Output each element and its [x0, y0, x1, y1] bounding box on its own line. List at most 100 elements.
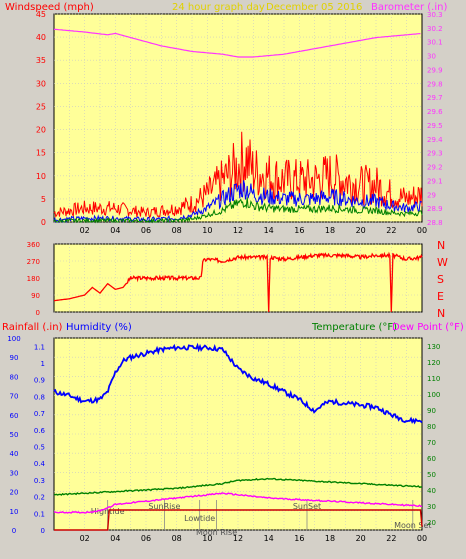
windspeed-label: Windspeed (mph) [5, 2, 94, 13]
rainfall-line [54, 509, 423, 531]
barometer-y-tick-label: 30.2 [427, 25, 443, 33]
event-label: SunRise [148, 502, 180, 511]
temp-x-tick-label: 18 [325, 534, 335, 543]
wind-x-tick-label: 14 [264, 226, 274, 235]
rainfall-label: Rainfall (.in) [2, 322, 63, 333]
wind-x-tick-label: 16 [294, 226, 304, 235]
date-label: December 05 2016 [266, 2, 362, 13]
humidity-y-tick-label: 50 [10, 431, 19, 439]
wind-x-tick-label: 10 [202, 226, 212, 235]
temp-x-tick-label: 20 [356, 534, 366, 543]
barometer-y-tick-label: 30.3 [427, 11, 443, 19]
humidity-y-tick-label: 70 [10, 393, 19, 401]
humidity-line [53, 342, 423, 425]
temperature-y-tick-label: 100 [427, 391, 440, 399]
rainfall-y-tick-label: 0.8 [34, 393, 45, 401]
humidity-y-tick-label: 40 [10, 450, 19, 458]
rainfall-y-tick-label: 0.9 [34, 377, 45, 385]
barometer-y-tick-label: 29.6 [427, 108, 443, 116]
direction-y-tick-label: 180 [27, 275, 40, 283]
rainfall-y-tick-label: 0.4 [34, 460, 46, 468]
direction-label-s: S [437, 273, 444, 286]
wind-y-tick-label: 15 [36, 149, 46, 158]
temperature-y-tick-label: 40 [427, 487, 436, 495]
barometer-y-tick-label: 29.4 [427, 136, 443, 144]
event-label: Moon Set [394, 521, 431, 530]
temperature-y-tick-label: 130 [427, 343, 440, 351]
barometer-line [53, 28, 421, 58]
wind-y-tick-label: 30 [36, 79, 46, 88]
rainfall-y-tick-label: 0.2 [34, 494, 45, 502]
average-line [53, 197, 423, 224]
temp-x-tick-label: 12 [233, 534, 243, 543]
humidity-y-tick-label: 0 [12, 527, 16, 535]
barometer-y-tick-label: 29.3 [427, 150, 443, 158]
barometer-label: Barometer (.in) [371, 2, 447, 13]
event-label: SunSet [293, 502, 321, 511]
wind-y-tick-label: 35 [36, 56, 46, 65]
temperature-y-tick-label: 80 [427, 423, 436, 431]
direction-y-tick-label: 270 [27, 258, 40, 266]
barometer-y-tick-label: 29.5 [427, 122, 443, 130]
temperature-y-tick-label: 110 [427, 375, 440, 383]
barometer-y-tick-label: 29.7 [427, 94, 443, 102]
wind-x-tick-label: 12 [233, 226, 243, 235]
humidity-y-tick-label: 90 [10, 354, 19, 362]
temp-x-tick-label: 08 [172, 534, 182, 543]
event-label: Lowtide [184, 514, 215, 523]
wind-y-tick-label: 0 [41, 218, 46, 227]
temperature-y-tick-label: 90 [427, 407, 436, 415]
gust-line [53, 131, 423, 219]
humidity-y-tick-label: 10 [10, 508, 19, 516]
wind-x-tick-label: 06 [141, 226, 151, 235]
barometer-y-tick-label: 29.9 [427, 66, 443, 74]
barometer-y-tick-label: 29.2 [427, 164, 443, 172]
wind-plot-area [53, 13, 423, 223]
wind-x-tick-label: 08 [172, 226, 182, 235]
event-label: Moon Rise [196, 528, 237, 537]
wind-x-tick-label: 00 [417, 226, 427, 235]
barometer-y-tick-label: 29 [427, 191, 436, 199]
wind-x-tick-label: 18 [325, 226, 335, 235]
barometer-y-tick-label: 30 [427, 53, 436, 61]
graph-title: 24 hour graph day [172, 2, 265, 13]
temperature-label: Temperature (°F) [311, 322, 397, 333]
event-label: Hightide [91, 507, 125, 516]
barometer-y-tick-label: 29.1 [427, 177, 443, 185]
humidity-label: Humidity (%) [66, 322, 132, 333]
temperature-y-tick-label: 20 [427, 519, 436, 527]
barometer-y-tick-label: 28.8 [427, 219, 443, 227]
temp-x-tick-label: 22 [386, 534, 396, 543]
temp-x-tick-label: 02 [80, 534, 90, 543]
humidity-y-tick-label: 30 [10, 469, 19, 477]
direction-label-e: E [437, 290, 444, 303]
humidity-y-tick-label: 60 [10, 412, 19, 420]
temperature-y-tick-label: 50 [427, 471, 436, 479]
wind-y-tick-label: 40 [36, 33, 46, 42]
wind-x-tick-label: 04 [110, 226, 120, 235]
dewpoint-label: Dew Point (°F) [392, 322, 464, 333]
rainfall-y-tick-label: 0 [41, 527, 45, 535]
rainfall-y-tick-label: 0.5 [34, 444, 45, 452]
humidity-y-tick-label: 20 [10, 489, 19, 497]
temperature-y-tick-label: 30 [427, 503, 436, 511]
temperature-y-tick-label: 120 [427, 359, 440, 367]
temperature-y-tick-label: 70 [427, 439, 436, 447]
temp-x-tick-label: 16 [294, 534, 304, 543]
direction-y-tick-label: 360 [27, 241, 40, 249]
rainfall-y-tick-label: 1 [41, 360, 45, 368]
barometer-y-tick-label: 30.1 [427, 39, 443, 47]
temp-x-tick-label: 10 [202, 534, 212, 543]
rainfall-y-tick-label: 1.1 [34, 343, 45, 351]
wind-x-tick-label: 02 [80, 226, 90, 235]
barometer-y-tick-label: 29.8 [427, 80, 443, 88]
barometer-y-tick-label: 28.9 [427, 205, 443, 213]
wind-direction-line [53, 251, 423, 313]
temp-x-tick-label: 00 [417, 534, 427, 543]
humidity-y-tick-label: 80 [10, 373, 19, 381]
temp-x-tick-label: 06 [141, 534, 151, 543]
direction-label-w: W [437, 256, 448, 269]
dew-point-line [53, 492, 423, 514]
